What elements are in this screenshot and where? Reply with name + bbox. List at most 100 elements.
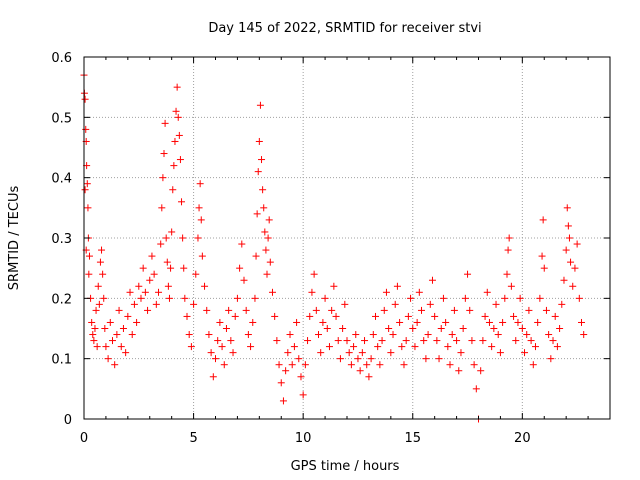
data-point [148,252,156,260]
data-point [563,204,571,212]
data-point [238,240,246,248]
data-point [534,318,542,326]
data-point [457,349,465,357]
data-point [95,300,103,308]
data-point [295,355,303,363]
data-point [531,343,539,351]
data-point [271,312,279,320]
data-point [578,318,586,326]
data-point [288,361,296,369]
data-point [162,234,170,242]
data-point [141,288,149,296]
data-point [99,270,107,278]
data-point [499,318,507,326]
data-point [113,331,121,339]
data-point [321,294,329,302]
data-point [225,306,233,314]
data-point [549,337,557,345]
data-point [187,343,195,351]
data-point [169,186,177,194]
data-point [567,258,575,266]
data-point [325,343,333,351]
data-point [428,276,436,284]
data-point [146,276,154,284]
data-point [453,337,461,345]
data-point [415,288,423,296]
y-axis-label: SRMTID / TECUs [7,186,22,291]
data-point [212,355,219,363]
data-point [247,343,255,351]
data-point [111,361,119,369]
data-point [179,234,187,242]
data-point [575,294,583,302]
data-point [163,258,171,266]
data-point [547,355,555,363]
data-point [411,343,419,351]
data-point [569,282,577,290]
data-point [275,361,283,369]
data-point [175,131,183,139]
y-tick-label: 0 [64,413,72,428]
data-point [525,306,533,314]
x-tick-label: 20 [514,431,531,446]
data-point [260,204,268,212]
data-point [485,318,493,326]
data-point [251,294,259,302]
data-point [268,288,276,296]
data-point [94,282,102,290]
data-point [376,361,384,369]
data-point [150,270,158,278]
data-point [133,318,141,326]
data-point [310,270,318,278]
data-point [286,331,294,339]
data-point [492,300,500,308]
data-point [380,306,388,314]
data-point [560,276,568,284]
data-point [139,264,147,272]
data-point [263,270,271,278]
data-point [450,306,458,314]
data-point [297,373,305,381]
data-point [315,331,323,339]
data-point [514,318,522,326]
data-point [128,331,136,339]
data-point [178,198,186,206]
data-point [284,349,292,357]
data-point [126,288,134,296]
data-point [254,168,262,176]
data-point [418,306,426,314]
data-point [481,312,489,320]
data-point [391,300,399,308]
data-point [130,300,138,308]
data-point [102,343,110,351]
data-point [558,300,566,308]
data-point [345,349,353,357]
x-tick-label: 10 [295,431,312,446]
data-point [529,361,537,369]
data-point [190,300,198,308]
data-point [332,312,340,320]
data-point [152,300,160,308]
data-point [137,294,145,302]
data-point [229,349,237,357]
data-point [422,355,430,363]
data-point [273,337,281,345]
data-point [413,318,421,326]
data-point [197,216,205,224]
data-point [367,355,375,363]
data-point [194,234,202,242]
data-point [542,306,550,314]
data-point [512,337,520,345]
data-point [85,252,93,260]
data-point [196,180,204,188]
data-point [258,156,266,164]
data-point [553,343,561,351]
data-point [483,288,491,296]
data-point [236,264,244,272]
data-point [242,306,250,314]
data-point [343,337,351,345]
data-point [266,258,274,266]
data-point [479,337,487,345]
data-point [336,355,344,363]
data-point [505,234,513,242]
